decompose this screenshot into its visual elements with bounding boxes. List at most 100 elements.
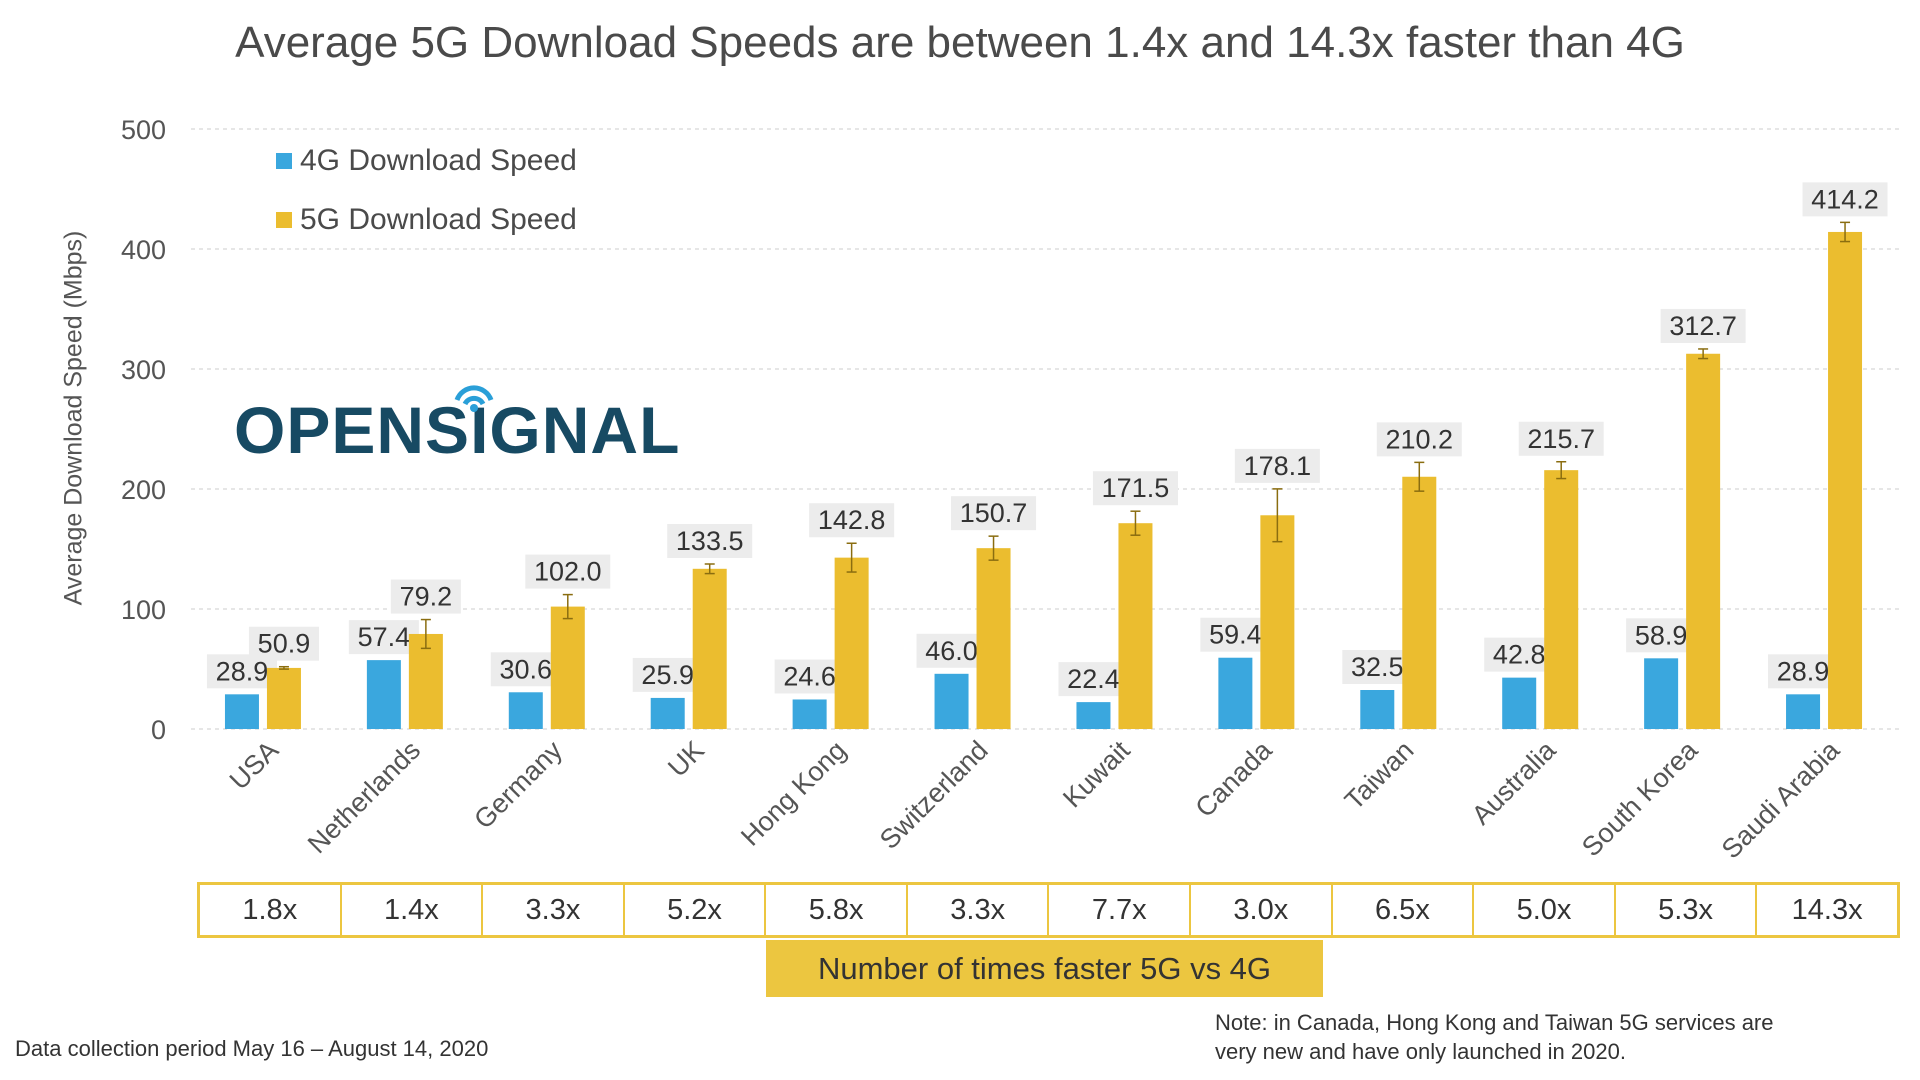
data-label-bg bbox=[390, 579, 461, 614]
bar-5g bbox=[1118, 523, 1153, 729]
y-tick-label: 400 bbox=[121, 235, 166, 265]
legend-swatch-5g bbox=[276, 212, 292, 228]
bar-5g bbox=[266, 667, 301, 729]
bar-4g bbox=[1786, 694, 1821, 729]
data-label: 142.8 bbox=[818, 505, 886, 535]
note-line-1: Note: in Canada, Hong Kong and Taiwan 5G… bbox=[1215, 1010, 1774, 1035]
data-label: 22.4 bbox=[1067, 664, 1120, 694]
data-label: 24.6 bbox=[783, 661, 836, 691]
bar-5g bbox=[408, 633, 443, 729]
data-label-bg bbox=[916, 633, 987, 668]
data-label-bg bbox=[1200, 617, 1271, 652]
y-tick-label: 300 bbox=[121, 355, 166, 385]
data-label-bg bbox=[348, 620, 419, 655]
data-label: 28.9 bbox=[216, 656, 269, 686]
y-tick-label: 100 bbox=[121, 595, 166, 625]
legend-item-5g: 5G Download Speed bbox=[276, 203, 577, 237]
data-label-bg bbox=[951, 496, 1037, 531]
data-label: 58.9 bbox=[1635, 620, 1688, 650]
chart-title: Average 5G Download Speeds are between 1… bbox=[235, 18, 1685, 67]
x-tick-label: Saudi Arabia bbox=[1716, 734, 1846, 864]
bar-4g bbox=[1502, 677, 1537, 729]
bar-4g bbox=[1218, 657, 1253, 729]
data-label-bg bbox=[1342, 650, 1413, 684]
data-label-bg bbox=[1802, 182, 1888, 217]
bar-5g bbox=[1828, 231, 1863, 729]
data-label: 25.9 bbox=[641, 660, 694, 690]
multiplier-cell: 5.0x bbox=[1474, 885, 1616, 935]
data-label-bg bbox=[525, 554, 611, 589]
x-tick-label: Netherlands bbox=[302, 735, 426, 859]
opensignal-logo: OPENSIGNAL bbox=[234, 385, 681, 468]
data-label-bg bbox=[1376, 422, 1462, 457]
x-tick-label: Switzerland bbox=[874, 735, 994, 855]
data-label-bg bbox=[1626, 618, 1697, 653]
multiplier-cell: 14.3x bbox=[1791, 893, 1863, 926]
bar-4g bbox=[792, 699, 827, 729]
x-tick-label: UK bbox=[662, 735, 710, 783]
x-tick-label: Germany bbox=[468, 735, 568, 835]
x-tick-label: USA bbox=[224, 735, 284, 795]
bar-5g bbox=[550, 606, 585, 729]
legend-label-5g: 5G Download Speed bbox=[300, 203, 577, 236]
data-label-bg bbox=[1768, 654, 1839, 689]
data-label: 414.2 bbox=[1811, 184, 1879, 214]
bar-4g bbox=[366, 660, 401, 729]
data-label: 57.4 bbox=[358, 622, 411, 652]
bar-4g bbox=[1076, 702, 1111, 729]
logo-text: OPENSIGNAL bbox=[234, 393, 681, 467]
multiplier-label: Number of times faster 5G vs 4G bbox=[766, 940, 1323, 997]
data-label-bg bbox=[1058, 662, 1129, 697]
legend-item-4g: 4G Download Speed bbox=[276, 144, 577, 178]
bar-4g bbox=[934, 673, 969, 729]
multiplier-cell: 3.3x bbox=[483, 885, 625, 935]
x-tick-label: Kuwait bbox=[1057, 735, 1136, 814]
note: Note: in Canada, Hong Kong and Taiwan 5G… bbox=[1215, 1008, 1774, 1066]
data-label: 28.9 bbox=[1777, 656, 1830, 686]
bar-5g bbox=[1544, 470, 1579, 729]
data-label: 102.0 bbox=[534, 557, 602, 587]
bar-4g bbox=[508, 692, 543, 729]
data-label-bg bbox=[1518, 421, 1604, 456]
x-tick-label: Hong Kong bbox=[735, 735, 852, 852]
data-label: 59.4 bbox=[1209, 620, 1262, 650]
x-tick-label: Taiwan bbox=[1339, 735, 1420, 816]
bar-5g bbox=[1402, 476, 1437, 729]
multiplier-cell: 1.8x bbox=[200, 885, 342, 935]
data-label: 32.5 bbox=[1351, 652, 1404, 682]
multiplier-cell: 5.3x bbox=[1616, 885, 1758, 935]
multiplier-cell: 5.8x bbox=[766, 885, 908, 935]
bar-4g bbox=[224, 694, 259, 729]
data-label-bg bbox=[1484, 637, 1555, 672]
data-label: 210.2 bbox=[1386, 424, 1454, 454]
y-tick-label: 500 bbox=[121, 115, 166, 145]
multiplier-table: 1.8x 1.4x 3.3x 5.2x 5.8x 3.3x 7.7x 3.0x 6.5x 5.0x… bbox=[197, 882, 1900, 938]
data-label-bg bbox=[1234, 448, 1320, 483]
multiplier-cell: 6.5x bbox=[1333, 885, 1475, 935]
data-label-bg bbox=[774, 659, 845, 694]
legend-swatch-4g bbox=[276, 153, 292, 169]
data-label: 178.1 bbox=[1244, 451, 1312, 481]
multiplier-cell: 3.0x bbox=[1191, 885, 1333, 935]
data-label: 150.7 bbox=[960, 498, 1028, 528]
bar-4g bbox=[1644, 658, 1679, 729]
legend-label-4g: 4G Download Speed bbox=[300, 144, 577, 177]
data-label-bg bbox=[490, 652, 561, 687]
signal-icon bbox=[454, 385, 494, 412]
data-label: 30.6 bbox=[500, 654, 553, 684]
data-label-bg bbox=[667, 524, 753, 558]
bar-5g bbox=[976, 548, 1011, 729]
data-label: 46.0 bbox=[925, 636, 978, 666]
bar-4g bbox=[650, 697, 685, 729]
data-label: 171.5 bbox=[1102, 473, 1170, 503]
bar-5g bbox=[1686, 353, 1721, 729]
data-label-bg bbox=[809, 503, 895, 538]
data-label-bg bbox=[248, 626, 319, 661]
multiplier-cell: 3.3x bbox=[908, 885, 1050, 935]
data-label: 42.8 bbox=[1493, 640, 1546, 670]
multiplier-cell: 5.2x bbox=[625, 885, 767, 935]
y-tick-label: 0 bbox=[151, 715, 166, 745]
multiplier-cell: 1.4x bbox=[342, 885, 484, 935]
data-label: 215.7 bbox=[1527, 424, 1595, 454]
data-label-bg bbox=[632, 657, 703, 692]
